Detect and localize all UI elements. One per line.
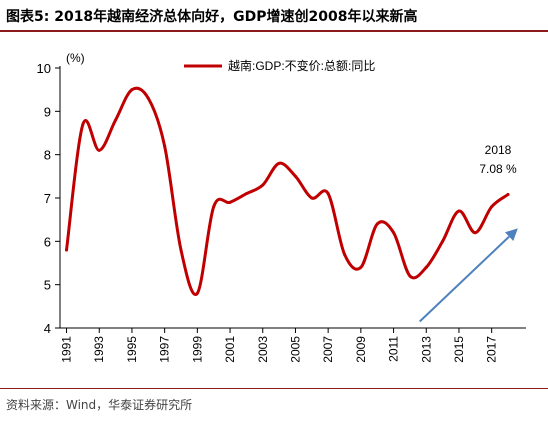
gdp-growth-chart: 4 5 6 7 8 9 10 1991 1993 1995 1997 1999 2001 2003 200… (37, 51, 526, 363)
data-point-2018 (506, 193, 510, 197)
data-point-1991 (65, 248, 69, 252)
data-point-2012 (408, 274, 412, 278)
data-point-2007 (326, 192, 330, 196)
trend-arrowhead (504, 228, 518, 241)
y-tick-label: 4 (44, 321, 51, 336)
x-tick-label: 1997 (158, 336, 172, 363)
data-point-2010 (375, 222, 379, 226)
data-point-1997 (163, 144, 167, 148)
data-point-2004 (277, 161, 281, 165)
x-tick-label: 1991 (60, 336, 74, 363)
x-tick-label: 2017 (485, 336, 499, 363)
y-tick-label: 6 (44, 234, 51, 249)
data-point-2001 (228, 200, 232, 204)
x-axis: 1991 1993 1995 1997 1999 2001 2003 2005 2007 2009… (60, 327, 526, 363)
x-tick-label: 2013 (419, 336, 433, 363)
annotation: 2018 7.08 % (419, 143, 518, 323)
x-tick-label: 2009 (354, 336, 368, 363)
data-point-2009 (359, 265, 363, 269)
x-tick-label: 2001 (223, 336, 237, 363)
x-tick-label: 1995 (125, 336, 139, 363)
data-point-2015 (457, 209, 461, 213)
x-tick-label: 2015 (452, 336, 466, 363)
data-point-1996 (146, 96, 150, 100)
data-point-2014 (441, 239, 445, 243)
x-tick-label: 2003 (256, 336, 270, 363)
trend-arrow (419, 235, 510, 323)
source-note: 资料来源：Wind，华泰证券研究所 (6, 398, 193, 412)
data-point-1992 (81, 122, 85, 126)
data-point-2006 (310, 196, 314, 200)
data-point-1995 (130, 88, 134, 92)
y-axis-unit-label: (%) (66, 51, 85, 65)
x-tick-label: 1999 (190, 336, 204, 363)
data-point-2011 (392, 231, 396, 235)
series-line-vietnam-gdp (65, 86, 510, 297)
data-point-2000 (212, 205, 216, 209)
data-point-1994 (114, 118, 118, 122)
y-axis: 4 5 6 7 8 9 10 (37, 61, 61, 336)
data-point-2008 (343, 252, 347, 256)
data-point-2005 (293, 174, 297, 178)
y-tick-label: 5 (44, 278, 51, 293)
title-rule (0, 30, 548, 32)
x-tick-label: 2011 (387, 336, 401, 362)
x-tick-label: 1993 (92, 336, 106, 363)
legend-label: 越南:GDP:不变价:总额:同比 (228, 58, 375, 73)
data-point-2002 (244, 192, 248, 196)
figure-title: 图表5: 2018年越南经济总体向好，GDP增速创2008年以来新高 (6, 9, 418, 25)
data-point-2003 (261, 183, 265, 187)
y-tick-label: 10 (37, 61, 51, 76)
y-tick-label: 7 (44, 191, 51, 206)
footer-rule (0, 388, 548, 389)
annotation-value: 7.08 % (479, 162, 517, 176)
data-point-2013 (424, 265, 428, 269)
x-tick-label: 2007 (321, 336, 335, 363)
data-point-1993 (97, 148, 101, 152)
y-tick-label: 8 (44, 148, 51, 163)
x-tick-label: 2005 (288, 336, 302, 363)
legend: 越南:GDP:不变价:总额:同比 (184, 58, 375, 73)
data-points (65, 88, 510, 295)
data-point-1999 (195, 291, 199, 295)
data-point-2016 (473, 231, 477, 235)
data-point-1998 (179, 248, 183, 252)
y-tick-label: 9 (44, 104, 51, 119)
data-point-2017 (490, 205, 494, 209)
annotation-year: 2018 (485, 143, 512, 157)
